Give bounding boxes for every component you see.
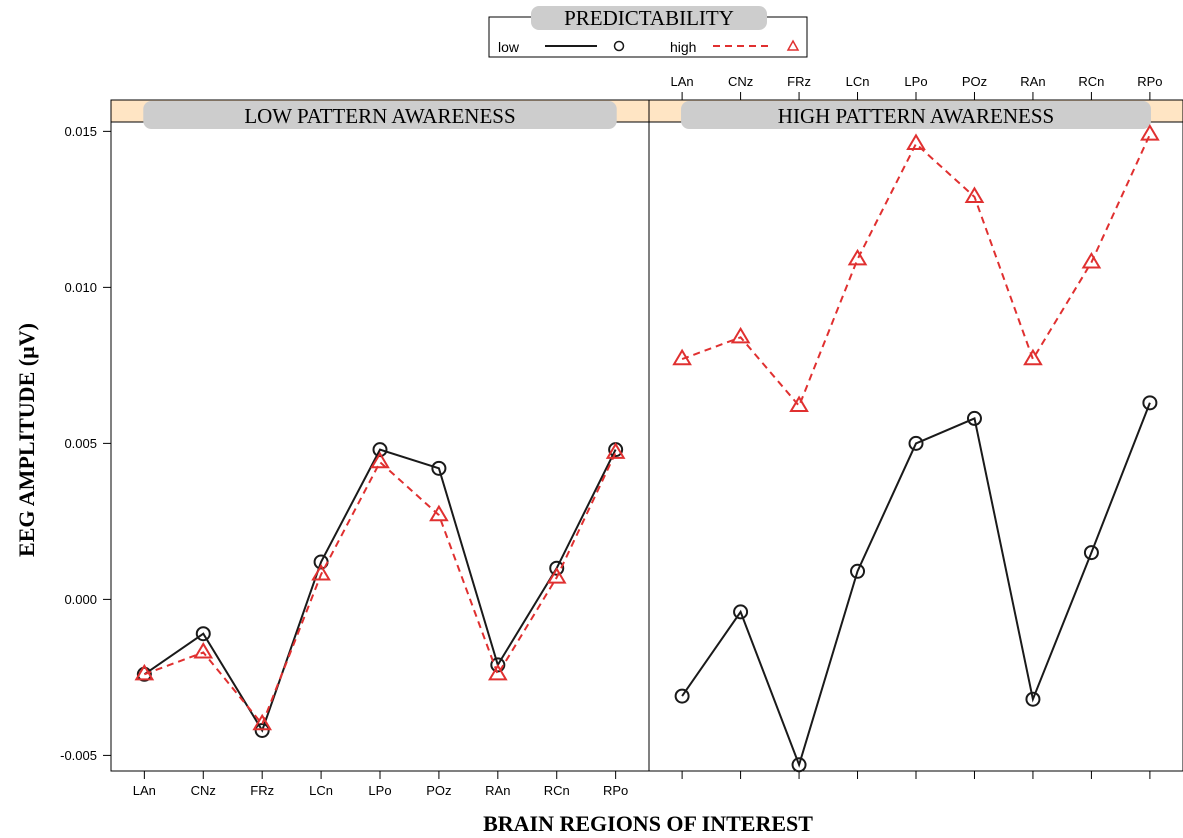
- x-tick-label-bottom-8: RPo: [603, 783, 628, 798]
- point-1-low-1: [733, 604, 749, 620]
- point-1-low-3: [850, 563, 866, 579]
- y-tick-label-2: 0.005: [64, 436, 97, 451]
- x-tick-label-bottom-0: LAn: [133, 783, 156, 798]
- y-tick-label-4: 0.015: [64, 124, 97, 139]
- x-tick-label-top-4: LPo: [904, 74, 927, 89]
- legend-title: PREDICTABILITY: [564, 6, 734, 30]
- point-1-high-4: [906, 133, 926, 150]
- x-tick-label-bottom-6: RAn: [485, 783, 510, 798]
- point-1-high-2: [789, 395, 809, 413]
- legend-entry-low: low: [498, 39, 520, 55]
- y-axis-title: EEG AMPLITUDE (µV): [14, 323, 39, 557]
- x-tick-label-bottom-5: POz: [426, 783, 451, 798]
- point-0-low-2: [254, 722, 270, 738]
- point-0-high-8: [605, 442, 626, 459]
- point-1-low-0: [674, 688, 690, 704]
- point-1-low-8: [1142, 395, 1158, 411]
- point-0-low-5: [431, 460, 447, 476]
- x-tick-label-top-1: CNz: [728, 74, 753, 89]
- x-tick-label-top-5: POz: [962, 74, 987, 89]
- point-0-low-0: [136, 666, 152, 682]
- x-tick-label-bottom-2: FRz: [250, 783, 274, 798]
- point-1-high-5: [964, 186, 985, 203]
- legend-high-marker: [786, 39, 800, 51]
- point-0-high-2: [252, 713, 273, 731]
- point-1-low-2: [791, 757, 807, 773]
- point-1-high-7: [1081, 251, 1102, 269]
- legend-entry-high: high: [670, 39, 696, 55]
- x-tick-label-top-6: RAn: [1020, 74, 1045, 89]
- point-1-low-4: [908, 435, 924, 451]
- legend: PREDICTABILITY low high: [488, 6, 808, 58]
- x-tick-label-top-8: RPo: [1137, 74, 1162, 89]
- series-line-0-low: [143, 448, 617, 733]
- x-tick-label-top-2: FRz: [787, 74, 811, 89]
- panel-title-1: HIGH PATTERN AWARENESS: [778, 104, 1054, 128]
- point-1-high-0: [672, 348, 692, 366]
- point-0-low-1: [195, 626, 211, 642]
- legend-title-bg: [531, 6, 767, 30]
- series-line-1-low: [681, 402, 1151, 768]
- panel-frame-0: [110, 99, 650, 772]
- series-line-1-high: [681, 134, 1151, 408]
- point-1-low-6: [1025, 691, 1041, 707]
- panel-strip-label-bg-0: [143, 101, 617, 129]
- point-1-high-1: [730, 326, 751, 344]
- x-tick-label-top-3: LCn: [846, 74, 870, 89]
- point-0-low-6: [490, 657, 506, 673]
- plot-area: LOW PATTERN AWARENESS HIGH PATTERN AWAREN…: [60, 74, 1183, 798]
- panel-frame-1: [648, 99, 1183, 772]
- point-0-high-5: [429, 504, 449, 522]
- point-0-high-1: [193, 641, 214, 659]
- y-tick-label-0: -0.005: [60, 748, 97, 763]
- point-0-high-6: [487, 663, 508, 681]
- x-tick-label-bottom-4: LPo: [368, 783, 391, 798]
- x-tick-label-bottom-1: CNz: [191, 783, 216, 798]
- point-0-low-4: [372, 442, 388, 458]
- y-tick-label-3: 0.010: [64, 280, 97, 295]
- legend-low-marker: [613, 40, 625, 52]
- point-1-low-7: [1083, 545, 1099, 561]
- point-0-low-7: [549, 560, 565, 576]
- point-0-high-4: [370, 451, 390, 469]
- point-0-high-0: [134, 663, 155, 681]
- x-tick-label-top-0: LAn: [671, 74, 694, 89]
- point-1-high-3: [847, 248, 868, 266]
- point-1-high-6: [1023, 348, 1043, 366]
- point-1-high-8: [1140, 124, 1160, 141]
- x-tick-label-bottom-3: LCn: [309, 783, 333, 798]
- x-tick-label-bottom-7: RCn: [544, 783, 570, 798]
- x-tick-label-top-7: RCn: [1078, 74, 1104, 89]
- point-0-high-7: [546, 567, 567, 584]
- series-line-0-high: [144, 452, 617, 727]
- x-axis-title: BRAIN REGIONS OF INTEREST: [483, 811, 813, 836]
- panel-strip-label-bg-1: [681, 101, 1151, 129]
- point-1-low-5: [966, 410, 982, 426]
- panel-title-0: LOW PATTERN AWARENESS: [244, 104, 515, 128]
- y-tick-label-1: 0.000: [64, 592, 97, 607]
- point-0-high-3: [311, 563, 331, 581]
